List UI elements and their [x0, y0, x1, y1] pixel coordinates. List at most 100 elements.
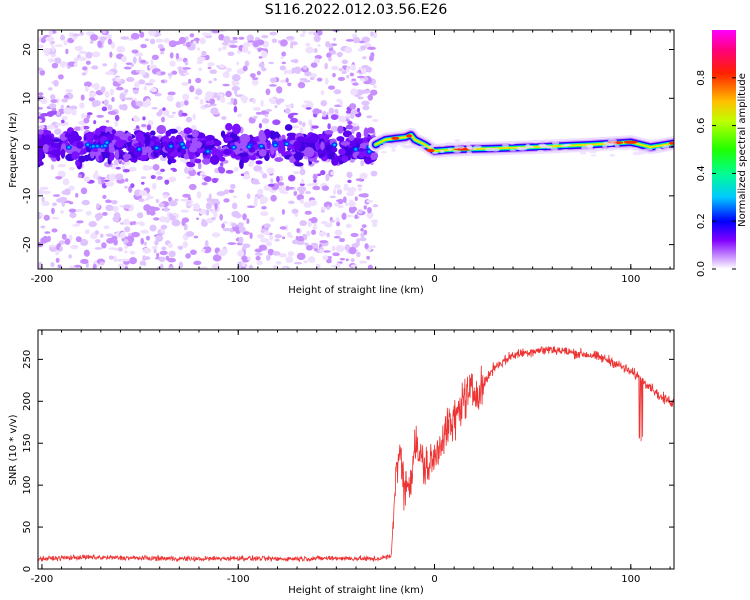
- heatmap-cell: [54, 44, 63, 47]
- heatmap-cell: [258, 62, 265, 68]
- heatmap-cell: [341, 155, 349, 163]
- heatmap-cell: [234, 155, 241, 160]
- heatmap-cell: [223, 198, 230, 203]
- heatmap-cell: [128, 185, 133, 193]
- heatmap-cell: [240, 173, 245, 177]
- heatmap-cell: [85, 131, 96, 139]
- heatmap-cell: [94, 170, 99, 176]
- heatmap-cell: [199, 37, 206, 45]
- heatmap-cell: [138, 79, 146, 85]
- heatmap-cell: [595, 148, 603, 151]
- heatmap-cell: [159, 51, 165, 55]
- heatmap-cell: [349, 158, 355, 163]
- heatmap-cell: [177, 245, 184, 250]
- heatmap-cell: [296, 252, 306, 261]
- heatmap-cell: [454, 139, 461, 143]
- heatmap-cell: [293, 190, 298, 196]
- heatmap-cell: [312, 108, 321, 115]
- heatmap-cell: [113, 255, 117, 263]
- heatmap-cell: [193, 37, 200, 42]
- heatmap-cell: [551, 150, 561, 154]
- heatmap-cell: [319, 249, 324, 253]
- heatmap-cell: [327, 123, 331, 130]
- heatmap-cell: [71, 108, 77, 116]
- heatmap-cell: [55, 250, 60, 256]
- heatmap-cell: [299, 127, 304, 134]
- colorbar-tick-label: 0.2: [696, 213, 707, 229]
- heatmap-hotspot-core: [95, 144, 99, 148]
- heatmap-cell: [255, 160, 263, 165]
- heatmap-cell: [99, 261, 105, 266]
- heatmap-cell: [563, 143, 572, 147]
- heatmap-cell: [293, 171, 300, 175]
- heatmap-cell: [64, 132, 71, 138]
- heatmap-cell: [162, 194, 168, 199]
- heatmap-cell: [162, 109, 170, 117]
- heatmap-cell: [140, 59, 147, 64]
- heatmap-cell: [364, 243, 369, 250]
- heatmap-cell: [159, 250, 168, 256]
- heatmap-cell: [61, 233, 67, 240]
- heatmap-cell: [355, 240, 360, 247]
- heatmap-cell: [317, 150, 324, 155]
- heatmap-cell: [80, 125, 84, 132]
- heatmap-cell: [74, 45, 84, 52]
- heatmap-cell: [51, 149, 61, 157]
- heatmap-cell: [145, 98, 151, 105]
- heatmap-cell: [188, 78, 192, 84]
- heatmap-cell: [209, 98, 215, 105]
- heatmap-cell: [252, 106, 261, 112]
- heatmap-cell: [632, 151, 642, 156]
- heatmap-cell: [268, 61, 275, 65]
- heatmap-cell: [269, 31, 277, 36]
- heatmap-cell: [279, 65, 287, 71]
- heatmap-cell: [325, 41, 331, 48]
- heatmap-cell: [196, 191, 202, 199]
- heatmap-cell: [453, 150, 462, 153]
- heatmap-cell: [285, 107, 291, 114]
- heatmap-cell: [366, 211, 374, 219]
- heatmap-cell: [590, 154, 597, 157]
- heatmap-cell: [102, 63, 108, 67]
- heatmap-cell: [248, 159, 255, 165]
- heatmap-cell: [68, 185, 75, 191]
- heatmap-cell: [300, 198, 305, 204]
- heatmap-cell: [300, 178, 305, 185]
- heatmap-cell: [345, 214, 354, 218]
- heatmap-cell: [278, 253, 287, 258]
- heatmap-cell: [285, 36, 295, 40]
- snr-panel: -200 -100 0 100 0 50 100 150 200 250 Height of st…: [8, 329, 675, 596]
- heatmap-cell: [57, 264, 62, 269]
- heatmap-cell: [256, 260, 263, 266]
- heatmap-cell: [350, 232, 359, 238]
- heatmap-cell: [277, 145, 283, 154]
- heatmap-cell: [68, 254, 72, 259]
- heatmap-cell: [124, 266, 129, 269]
- heatmap-cell: [108, 173, 117, 181]
- heatmap-cell: [263, 231, 271, 236]
- heatmap-cell: [205, 134, 215, 141]
- heatmap-cell: [184, 166, 189, 174]
- heatmap-cell: [201, 248, 206, 253]
- heatmap-cell: [255, 111, 263, 115]
- heatmap-cell: [367, 264, 373, 269]
- heatmap-cell: [253, 116, 258, 119]
- heatmap-cell: [352, 36, 361, 44]
- heatmap-cell: [38, 125, 45, 129]
- snr-xtick-label: 0: [431, 574, 437, 585]
- heatmap-cell: [161, 116, 166, 123]
- heatmap-cell: [38, 140, 49, 145]
- heatmap-cell: [181, 112, 188, 117]
- heatmap-cell: [120, 36, 130, 40]
- heatmap-cell: [337, 125, 344, 134]
- heatmap-cell: [269, 216, 275, 223]
- heatmap-cell: [246, 34, 255, 42]
- heatmap-cell: [105, 71, 115, 76]
- heatmap-cell: [336, 189, 343, 195]
- heatmap-cell: [194, 158, 202, 164]
- heatmap-cell: [46, 124, 56, 130]
- heatmap-cell: [237, 250, 245, 257]
- heatmap-cell: [313, 178, 317, 183]
- heatmap-cell: [294, 213, 299, 217]
- heatmap-cell: [391, 147, 396, 152]
